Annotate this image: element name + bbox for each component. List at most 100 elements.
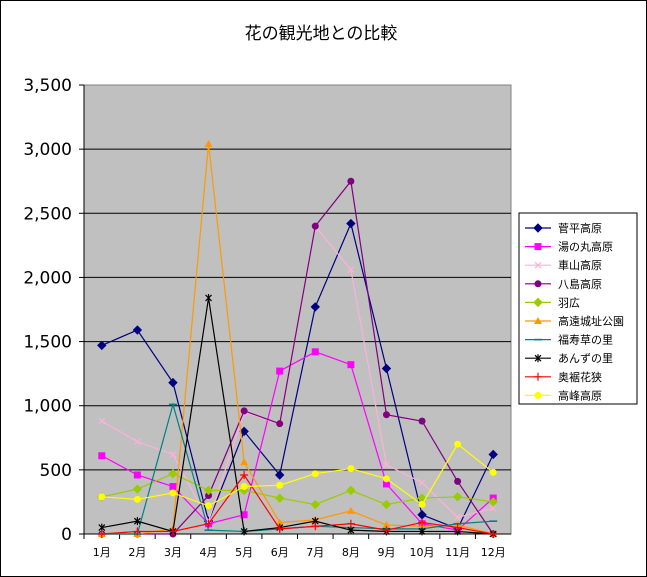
data-point <box>276 367 284 375</box>
series-line <box>101 473 494 535</box>
data-point <box>240 458 249 466</box>
legend-item: 湯の丸高原 <box>525 240 613 254</box>
series-line <box>101 221 494 530</box>
data-point <box>489 504 497 512</box>
series-line <box>101 179 494 535</box>
data-point <box>276 420 284 428</box>
series-line <box>101 297 494 535</box>
y-tick-label: 2,500 <box>23 204 72 224</box>
data-point <box>311 470 319 478</box>
data-point <box>240 527 248 536</box>
legend-marker <box>534 354 542 363</box>
gridlines <box>84 148 511 471</box>
data-point <box>168 377 178 388</box>
data-point <box>205 293 212 302</box>
data-point <box>347 177 355 185</box>
y-tick-label: 3,500 <box>23 76 72 96</box>
legend-item: 高遠城址公園 <box>525 314 624 328</box>
data-point <box>311 222 319 230</box>
y-tick-label: 500 <box>40 461 72 481</box>
data-point <box>383 461 390 469</box>
legend-item: 高峰高原 <box>525 388 602 402</box>
data-point <box>132 325 143 335</box>
data-point <box>488 449 498 460</box>
data-point <box>275 518 284 526</box>
x-tick-label: 6月 <box>271 546 289 559</box>
data-point <box>418 479 426 487</box>
data-point <box>169 451 177 458</box>
legend-label: あんずの里 <box>558 352 613 365</box>
data-point <box>489 468 497 476</box>
data-point <box>240 483 248 491</box>
x-tick-label: 8月 <box>342 546 360 559</box>
data-point <box>311 522 320 531</box>
data-point <box>275 493 285 503</box>
data-point <box>347 465 355 473</box>
legend-marker <box>534 243 542 251</box>
data-point <box>132 484 143 494</box>
legend-marker <box>534 391 542 399</box>
data-point <box>453 523 462 532</box>
legend-item: 車山高原 <box>525 258 602 272</box>
data-point <box>418 527 426 536</box>
x-tick-label: 10月 <box>410 546 435 559</box>
data-point <box>168 468 178 479</box>
legend-label: 奥裾花狭 <box>558 370 602 384</box>
data-point <box>382 480 390 488</box>
legend-label: 八島高原 <box>558 277 602 291</box>
legend-label: 高遠城址公園 <box>558 314 624 328</box>
data-point <box>205 502 213 510</box>
y-tick-label: 1,500 <box>23 333 72 353</box>
chart-title: 花の観光地との比較 <box>245 24 398 44</box>
data-point <box>98 452 106 460</box>
data-point <box>311 348 319 356</box>
data-point <box>276 481 284 489</box>
legend-label: 羽広 <box>558 296 580 309</box>
data-point <box>418 500 426 508</box>
x-tick-label: 5月 <box>235 546 253 559</box>
data-point <box>347 361 355 369</box>
data-point <box>133 471 141 479</box>
data-point <box>382 526 391 535</box>
data-point <box>275 524 284 533</box>
x-tick-label: 3月 <box>164 546 182 559</box>
x-tick-label: 11月 <box>445 546 470 559</box>
x-axis: 1月 2月 3月 4月 5月 6月 7月 8月 9月 10月 11月 12月 <box>83 533 511 559</box>
data-point <box>382 411 390 419</box>
plot-area <box>83 84 512 535</box>
legend-item: あんずの里 <box>525 352 613 365</box>
data-point <box>168 527 177 536</box>
data-point <box>452 492 463 502</box>
series-line <box>101 351 494 531</box>
data-point <box>381 499 392 510</box>
data-point <box>346 519 355 528</box>
data-point <box>204 140 213 148</box>
legend: 菅平高原湯の丸高原車山高原八島高原羽広高遠城址公園福寿草の里あんずの里奥裾花狭高… <box>518 212 638 405</box>
data-point <box>133 517 141 526</box>
data-point <box>98 493 106 501</box>
data-point <box>205 492 213 500</box>
legend-marker <box>533 223 543 233</box>
data-point <box>454 440 462 448</box>
x-tick-label: 9月 <box>377 546 395 559</box>
legend-marker <box>534 317 542 324</box>
legend-label: 菅平高原 <box>558 221 602 235</box>
data-point <box>310 302 320 312</box>
x-tick-label: 1月 <box>93 546 111 559</box>
data-point <box>275 470 285 480</box>
series-line <box>101 473 494 506</box>
data-point <box>169 489 177 497</box>
data-point <box>489 530 498 538</box>
y-tick-label: 1,000 <box>23 397 72 417</box>
data-point <box>454 513 462 521</box>
data-point <box>381 363 392 374</box>
data-point <box>347 266 355 274</box>
data-point <box>418 518 427 527</box>
y-axis: 0 500 1,000 1,500 2,000 2,500 3,000 3,500 <box>23 76 85 545</box>
data-point <box>133 495 141 503</box>
legend-item: 羽広 <box>525 296 580 309</box>
data-point <box>204 519 213 528</box>
legend-marker <box>534 261 542 269</box>
y-tick-label: 0 <box>61 525 72 545</box>
